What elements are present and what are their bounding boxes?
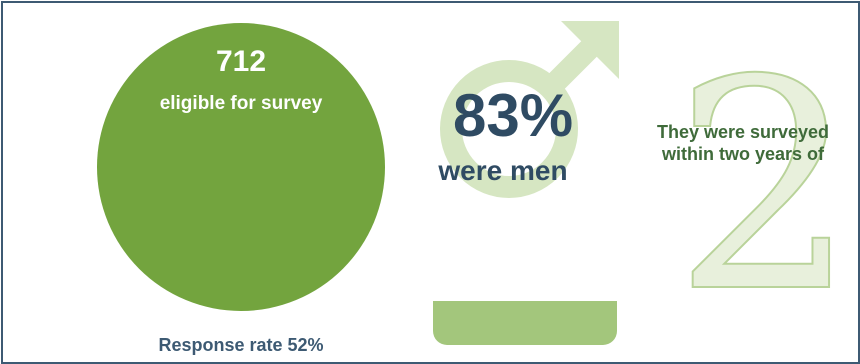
- men-label: were men: [438, 155, 568, 186]
- eligible-number: 712: [215, 45, 267, 78]
- eligible-circle: [97, 23, 385, 311]
- bottom-bar: [433, 301, 617, 345]
- men-percent: 83%: [452, 82, 574, 149]
- survey-timing-text: They were surveyed within two years of: [656, 122, 830, 164]
- male-symbol-icon: [440, 21, 619, 198]
- response-rate-text: Response rate 52%: [158, 335, 324, 355]
- big-number-two: 2: [672, 19, 858, 356]
- eligible-label: eligible for survey: [159, 93, 323, 114]
